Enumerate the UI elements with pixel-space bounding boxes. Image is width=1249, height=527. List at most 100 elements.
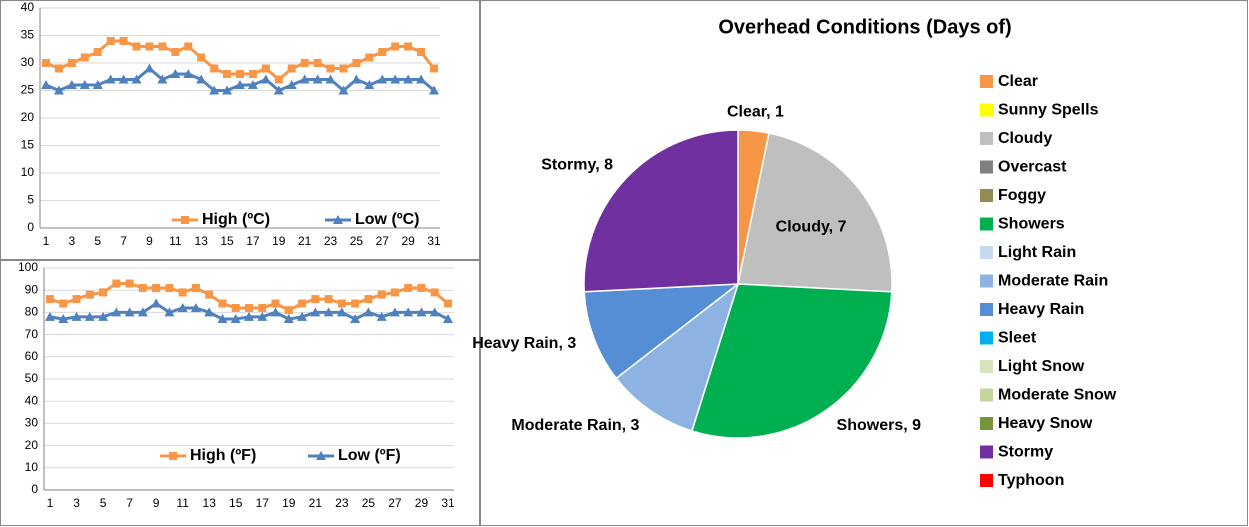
legend-label: Heavy Rain [998,301,1084,318]
marker [286,80,297,89]
legend-swatch [980,274,993,288]
chart-frame [0,260,480,526]
marker [196,74,207,84]
data-label: Heavy Rain, 3 [472,335,576,352]
pie-slice [583,283,741,380]
y-tick-label: 20 [21,110,35,124]
legend-marker [169,452,177,460]
marker [300,59,309,67]
legend-swatch [980,189,993,202]
marker [376,311,387,321]
y-tick-label: 30 [25,416,39,430]
marker [338,85,349,95]
y-tick-label: 10 [25,460,39,474]
marker [403,307,414,317]
y-tick-label: 100 [18,260,38,274]
data-label: Showers, 9 [837,417,922,434]
marker [71,311,82,321]
data-label: Clear, 1 [727,104,784,121]
x-tick-label: 13 [203,496,217,510]
marker [209,85,220,95]
legend-swatch [980,217,993,231]
x-tick-label: 27 [388,496,402,510]
marker [178,288,187,297]
chart-title: Overhead Conditions (Days of) [718,16,1011,38]
x-tick-label: 5 [94,234,101,248]
marker [325,74,336,84]
marker [231,303,240,312]
legend-label: Clear [998,73,1038,90]
marker [99,288,108,297]
marker [157,74,168,84]
marker [230,314,241,324]
x-tick-label: 15 [229,496,243,510]
marker [364,295,373,304]
marker [171,48,180,56]
legend-label: Moderate Snow [998,387,1117,404]
data-label: Stormy, 8 [541,156,613,173]
marker [183,69,194,78]
marker [223,70,232,78]
legend-label: Moderate Rain [998,273,1108,290]
marker [390,74,401,84]
marker [350,314,361,324]
legend-swatch [980,132,993,145]
legend-label: Cloudy [998,130,1052,147]
marker [404,283,413,292]
marker [191,283,200,292]
marker [299,74,310,84]
marker [205,290,214,299]
marker [389,307,400,317]
pie-slice [583,129,739,293]
x-tick-label: 17 [246,234,260,248]
x-tick-label: 23 [324,234,338,248]
marker [283,314,294,324]
marker [351,299,360,308]
y-tick-label: 90 [25,282,39,296]
marker [236,70,244,78]
marker [67,59,76,67]
marker [273,85,284,95]
marker [336,307,347,317]
marker [298,299,307,308]
marker [258,303,267,312]
marker [274,75,283,84]
marker [364,80,375,89]
x-tick-label: 3 [73,496,80,510]
y-tick-label: 50 [25,371,39,385]
marker [132,42,141,51]
x-tick-label: 27 [376,234,390,248]
marker [260,74,271,84]
marker [284,306,293,315]
legend-label: Sleet [998,330,1037,347]
marker [197,53,206,62]
y-tick-label: 35 [21,28,35,42]
legend-label: Heavy Snow [998,415,1093,432]
marker [390,288,399,297]
legend-swatch [980,445,993,459]
marker [235,80,245,89]
marker [59,299,68,308]
marker [337,299,346,308]
y-tick-label: 30 [21,55,35,69]
y-tick-label: 20 [25,438,39,452]
data-label: Cloudy, 7 [776,219,847,236]
pie-slice [690,283,893,439]
x-tick-label: 29 [415,496,429,510]
x-tick-label: 15 [220,234,234,248]
marker [41,80,51,89]
y-tick-label: 10 [21,165,35,179]
legend-label: Light Snow [998,358,1085,375]
marker [443,314,453,324]
marker [164,307,175,317]
marker [105,74,116,84]
x-tick-label: 25 [350,234,364,248]
marker [158,42,167,51]
marker [85,290,94,299]
y-tick-label: 0 [27,220,34,234]
marker [58,314,69,324]
x-tick-label: 19 [282,496,296,510]
marker [184,42,193,51]
marker [339,64,348,73]
marker [261,64,270,73]
